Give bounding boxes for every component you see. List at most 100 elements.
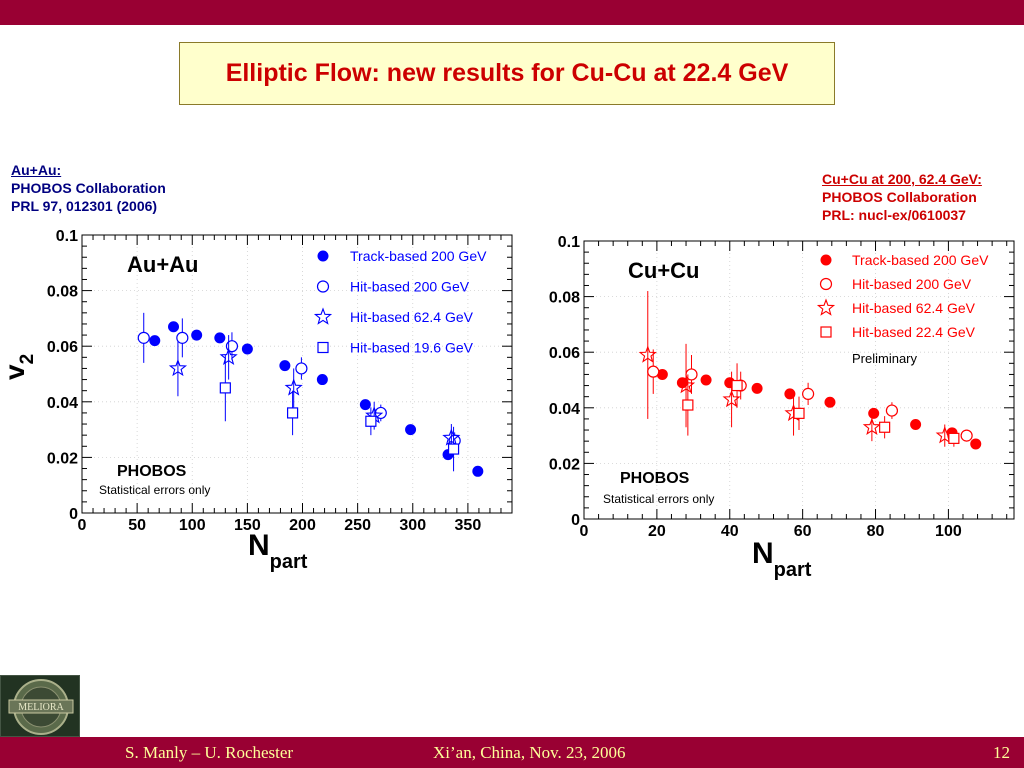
x-axis-title: Npart <box>248 529 308 573</box>
data-point <box>682 399 694 411</box>
phobos-label: PHOBOS <box>620 470 690 487</box>
legend-entry: Hit-based 19.6 GeV <box>350 340 474 356</box>
x-tick-label: 100 <box>179 517 206 534</box>
x-axis-title: Npart <box>752 537 812 581</box>
data-point <box>910 418 922 430</box>
slide-title-text: Elliptic Flow: new results for Cu-Cu at … <box>225 59 789 87</box>
data-point <box>168 321 180 333</box>
series-open-square <box>219 354 460 472</box>
data-point <box>295 362 308 375</box>
y-tick-label: 0.1 <box>558 234 580 251</box>
x-tick-label: 100 <box>935 523 962 540</box>
data-point <box>149 335 161 347</box>
data-point <box>225 340 239 353</box>
x-tick-label: 250 <box>344 517 371 534</box>
plot-frame <box>583 240 1015 520</box>
data-point <box>317 341 329 354</box>
x-tick-label: 60 <box>794 523 812 540</box>
data-point <box>317 250 329 262</box>
data-point <box>359 399 371 411</box>
x-tick-label: 350 <box>455 517 482 534</box>
legend-entry: Hit-based 200 GeV <box>852 276 972 292</box>
x-tick-label: 150 <box>234 517 261 534</box>
x-tick-label: 300 <box>399 517 426 534</box>
stat-errors-note: Statistical errors only <box>603 492 714 506</box>
cu-cu-reference-collab: PHOBOS Collaboration <box>822 189 977 205</box>
data-point <box>879 421 891 433</box>
legend-entry: Hit-based 22.4 GeV <box>852 324 976 340</box>
y-tick-label: 0 <box>69 506 78 523</box>
data-point <box>137 331 150 344</box>
data-point <box>279 360 291 372</box>
y-tick-label: 0 <box>571 512 580 529</box>
legend-entry: Track-based 200 GeV <box>852 252 989 268</box>
data-point <box>647 365 660 378</box>
data-point <box>241 343 253 355</box>
cu-cu-reference-journal: PRL: nucl-ex/0610037 <box>822 207 966 223</box>
data-point <box>820 254 832 266</box>
x-tick-label: 80 <box>867 523 885 540</box>
data-point <box>960 429 973 442</box>
data-point <box>700 374 712 386</box>
data-point <box>447 443 460 455</box>
data-point <box>638 345 657 363</box>
footer-event: Xi’an, China, Nov. 23, 2006 <box>433 743 626 762</box>
data-point <box>191 329 203 341</box>
x-tick-label: 50 <box>128 517 146 534</box>
series-filled-circle <box>149 321 484 477</box>
data-point <box>751 382 763 394</box>
data-point <box>284 378 303 396</box>
data-point <box>313 307 333 325</box>
au-au-reference-head: Au+Au: <box>11 162 62 178</box>
panel-title: Cu+Cu <box>628 258 700 283</box>
x-tick-label: 0 <box>78 517 87 534</box>
series-open-circle <box>647 349 973 442</box>
footer-page-number: 12 <box>993 743 1010 762</box>
y-tick-label: 0.04 <box>549 401 580 418</box>
y-tick-label: 0.04 <box>47 395 78 412</box>
data-point <box>948 432 960 444</box>
stat-errors-note: Statistical errors only <box>99 483 210 497</box>
data-point <box>970 438 982 450</box>
data-point <box>885 404 899 417</box>
logo-text: MELIORA <box>18 702 64 713</box>
data-point <box>214 332 226 344</box>
data-point <box>820 326 832 338</box>
legend-entry: Track-based 200 GeV <box>350 248 487 264</box>
data-point <box>365 415 377 427</box>
data-point <box>802 387 815 400</box>
y-tick-label: 0.02 <box>47 450 78 467</box>
x-tick-label: 200 <box>289 517 316 534</box>
plot-frame <box>81 234 513 514</box>
x-tick-label: 40 <box>721 523 739 540</box>
data-point <box>824 396 836 408</box>
preliminary-note: Preliminary <box>852 351 918 366</box>
phobos-label: PHOBOS <box>117 463 187 480</box>
chart-panel-cu-cu: 0 20 40 60 80 100 0 0.02 0.04 0.06 0.08 0.1 Cu+Cu PHO… <box>549 234 1015 581</box>
data-point <box>793 407 805 419</box>
y-tick-label: 0.06 <box>549 345 580 362</box>
x-tick-label: 20 <box>648 523 666 540</box>
data-point <box>168 358 188 377</box>
x-tick-label: 0 <box>580 523 589 540</box>
data-point <box>472 465 484 477</box>
footer-author: S. Manly – U. Rochester <box>125 743 294 762</box>
series-open-star <box>168 335 461 452</box>
data-point <box>442 428 461 446</box>
y-axis-title: v2 <box>0 354 38 380</box>
au-au-reference: Au+Au: PHOBOS Collaboration PRL 97, 0123… <box>11 161 166 215</box>
top-bar <box>0 0 1024 25</box>
au-au-reference-journal: PRL 97, 012301 (2006) <box>11 198 158 214</box>
cu-cu-reference: Cu+Cu at 200, 62.4 GeV: PHOBOS Collabora… <box>822 170 982 224</box>
y-tick-label: 0.08 <box>549 290 580 307</box>
cu-cu-reference-head: Cu+Cu at 200, 62.4 GeV: <box>822 171 982 187</box>
footer-bar: S. Manly – U. Rochester Xi’an, China, No… <box>0 737 1024 768</box>
legend-entry: Hit-based 62.4 GeV <box>852 300 976 316</box>
y-tick-label: 0.1 <box>56 228 78 245</box>
data-point <box>316 280 330 293</box>
chart-panel-au-au: 0 50 100 150 200 250 300 350 0 0.02 0.04 0.06 0.08 0.… <box>0 228 513 573</box>
au-au-reference-collab: PHOBOS Collaboration <box>11 180 166 196</box>
panel-title: Au+Au <box>127 252 199 277</box>
y-tick-label: 0.08 <box>47 284 78 301</box>
university-seal-logo: MELIORA <box>0 675 80 737</box>
